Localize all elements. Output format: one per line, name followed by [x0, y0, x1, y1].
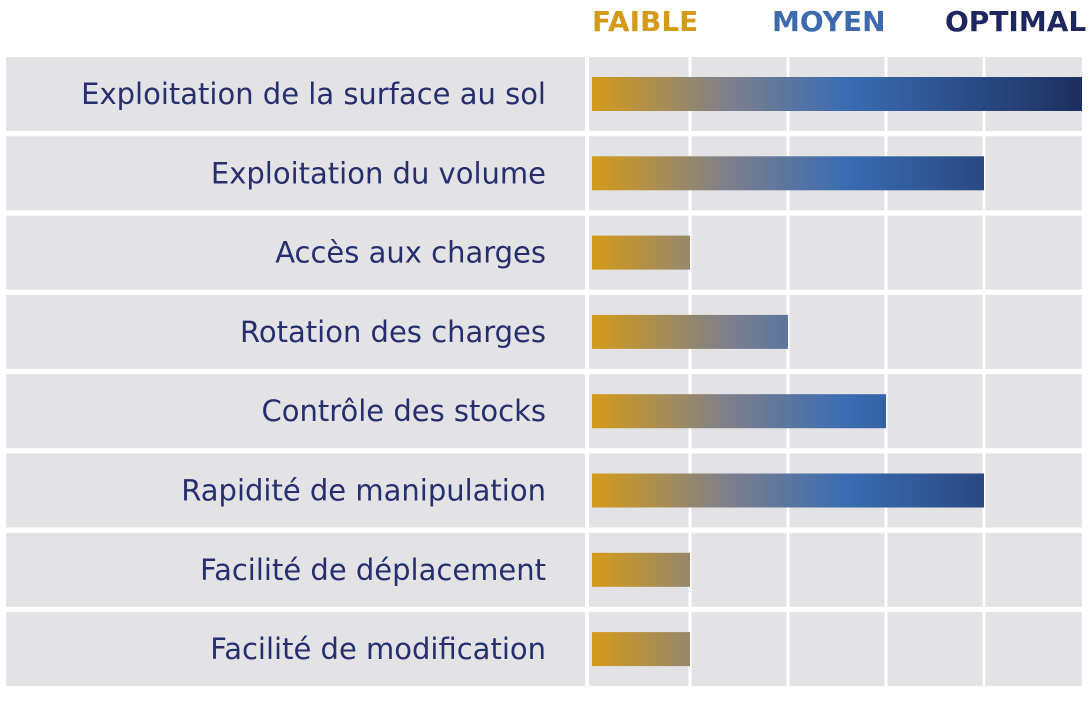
bar: [592, 77, 1082, 111]
category-label: Exploitation de la surface au sol: [81, 77, 546, 111]
bar: [592, 156, 984, 191]
category-label: Facilité de déplacement: [200, 553, 546, 587]
row-background: [6, 374, 1082, 449]
category-label: Facilité de modification: [210, 632, 546, 666]
legend: FAIBLE MOYEN OPTIMAL: [592, 5, 1086, 38]
category-label: Exploitation du volume: [211, 156, 546, 190]
category-label: Rapidité de manipulation: [181, 474, 546, 508]
row-background: [6, 215, 1082, 290]
legend-moyen: MOYEN: [772, 5, 886, 38]
row-backgrounds: [6, 57, 1082, 687]
bar: [592, 314, 788, 349]
bar: [592, 632, 690, 667]
row-background: [6, 612, 1082, 687]
category-label: Rotation des charges: [240, 315, 546, 349]
category-label: Contrôle des stocks: [261, 394, 546, 428]
bar: [592, 473, 984, 508]
bar: [592, 235, 690, 270]
bar: [592, 552, 690, 587]
row-background: [6, 532, 1082, 607]
category-labels: Exploitation de la surface au sol Exploit…: [81, 77, 546, 666]
bar: [592, 394, 886, 429]
row-background: [6, 294, 1082, 369]
bars: [592, 77, 1082, 667]
legend-optimal: OPTIMAL: [945, 5, 1086, 38]
category-label: Accès aux charges: [275, 236, 546, 270]
legend-faible: FAIBLE: [592, 5, 698, 38]
